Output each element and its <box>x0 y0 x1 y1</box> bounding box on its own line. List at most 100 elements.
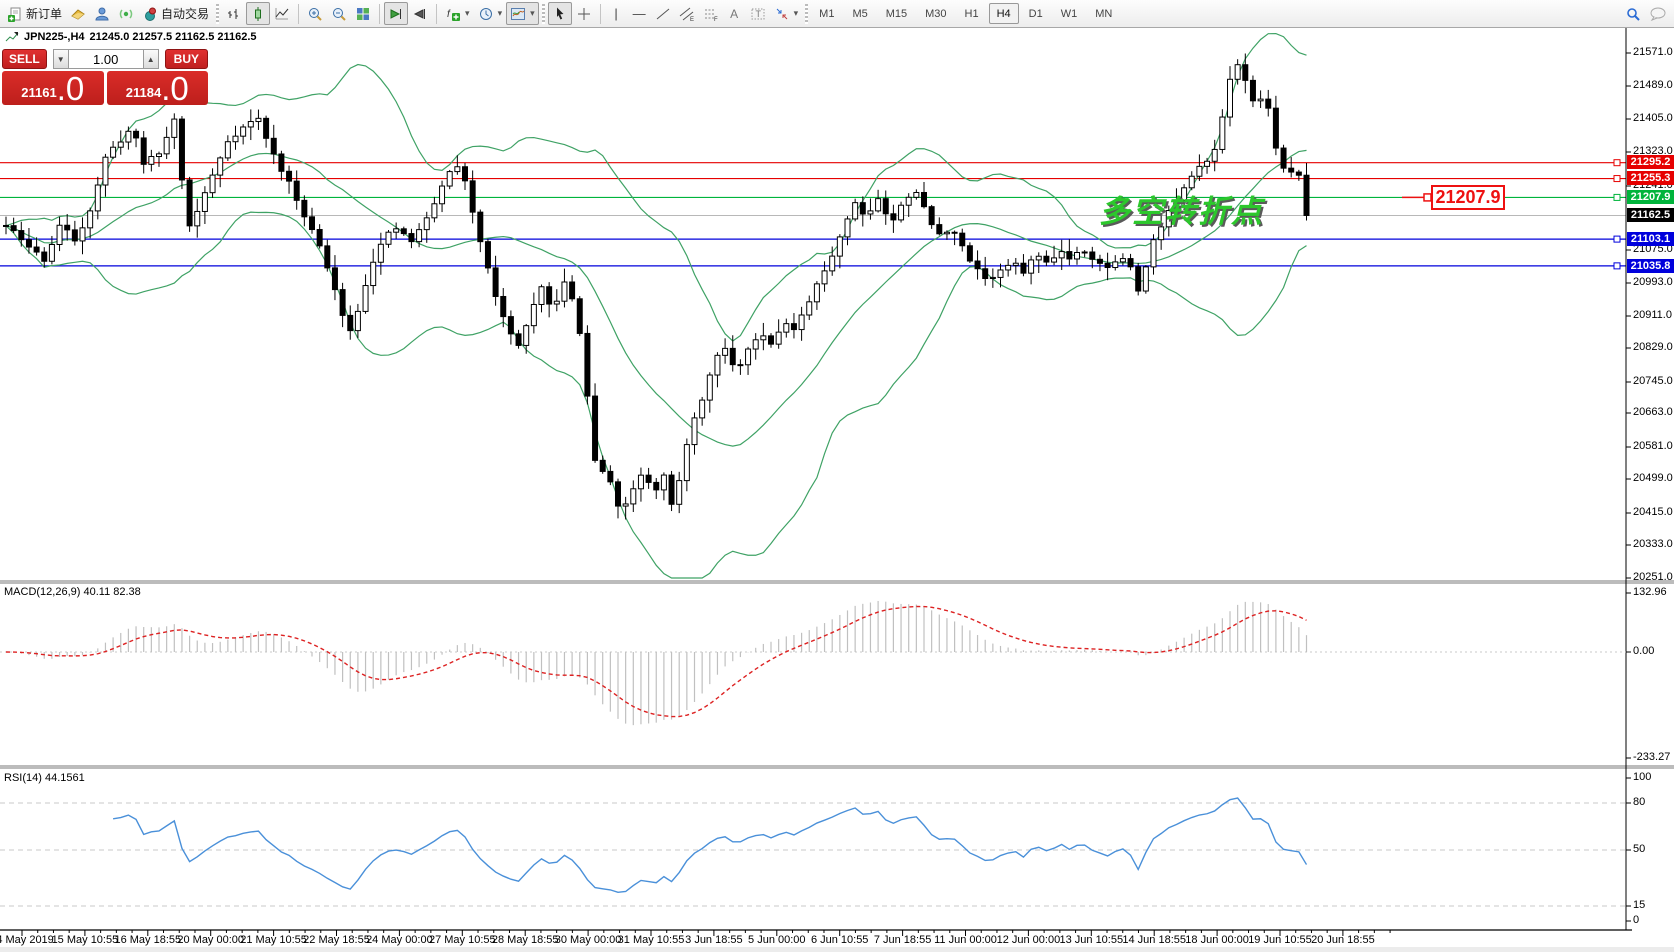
metaeditor-icon <box>71 8 85 20</box>
bar-chart-button[interactable] <box>222 2 246 25</box>
macd-axis-label: 132.96 <box>1633 586 1667 598</box>
crosshair-button[interactable] <box>572 2 596 25</box>
time-axis-label: 21 May 10:55 <box>240 934 307 946</box>
zoom-out-button[interactable] <box>327 2 351 25</box>
timeframe-h4-button[interactable]: H4 <box>988 3 1019 24</box>
svg-text:T: T <box>755 9 761 19</box>
time-axis-label: 24 May 00:00 <box>366 934 433 946</box>
text-icon: A <box>730 6 739 21</box>
chart-window-icon <box>5 32 19 42</box>
time-axis-label: 20 May 00:00 <box>177 934 245 946</box>
timeframe-m1-button[interactable]: M1 <box>811 3 842 24</box>
templates-button[interactable]: ▾ <box>506 2 539 25</box>
price-badge: 21255.3 <box>1627 171 1674 185</box>
search-button[interactable] <box>1621 2 1645 25</box>
vertical-line-button[interactable]: | <box>605 2 628 25</box>
macd-axis-label: -233.27 <box>1633 751 1671 763</box>
vertical-line-icon: | <box>614 6 618 21</box>
volume-decrease-button[interactable]: ▼ <box>52 49 69 69</box>
ohlc-values: 21245.0 21257.5 21162.5 21162.5 <box>89 31 257 43</box>
volume-input[interactable] <box>68 49 143 69</box>
chart-shift-button[interactable] <box>408 2 432 25</box>
price-axis-label: 20499.0 <box>1633 472 1673 484</box>
toolbar-grip <box>541 3 545 24</box>
tile-windows-icon <box>357 7 370 20</box>
price-badge: 21035.8 <box>1627 259 1674 273</box>
community-button[interactable] <box>90 2 114 25</box>
time-axis-label: 14 Jun 18:55 <box>1122 934 1186 946</box>
toolbar-separator <box>599 3 601 24</box>
text-button[interactable]: A <box>723 2 746 25</box>
chat-button[interactable] <box>1645 2 1671 25</box>
chart-shift-icon <box>413 8 426 19</box>
metaeditor-button[interactable] <box>66 2 90 25</box>
time-axis-label: 7 Jun 18:55 <box>873 934 932 946</box>
zoom-in-button[interactable] <box>303 2 327 25</box>
new-order-icon <box>8 7 21 22</box>
buy-price[interactable]: 21184.0 <box>106 70 208 108</box>
price-axis-label: 20333.0 <box>1633 538 1673 550</box>
bottom-strip <box>0 947 1674 952</box>
price-axis-label: 20911.0 <box>1633 309 1672 321</box>
autotrading-button[interactable]: 自动交易 <box>138 2 213 25</box>
arrows-button[interactable]: ▾ <box>770 2 803 25</box>
price-axis-label: 21489.0 <box>1633 79 1673 91</box>
dropdown-caret-icon: ▾ <box>497 8 503 18</box>
one-click-trading-panel: SELL ▼ ▲ BUY 21161.0 21184.0 <box>2 49 208 105</box>
main-toolbar: 新订单 自动交易 <box>0 0 1674 28</box>
signals-button[interactable] <box>114 2 138 25</box>
time-axis-label: 22 May 18:55 <box>303 934 370 946</box>
tile-windows-button[interactable] <box>351 2 375 25</box>
price-axis-label: 20251.0 <box>1633 571 1673 583</box>
time-axis-label: 30 May 00:00 <box>554 934 622 946</box>
text-label-button[interactable]: T <box>746 2 770 25</box>
time-axis-label: 6 Jun 10:55 <box>810 934 869 946</box>
trendline-button[interactable] <box>651 2 675 25</box>
cursor-icon <box>556 7 564 19</box>
timeframe-m5-button[interactable]: M5 <box>844 3 875 24</box>
price-callout[interactable]: 21207.9 <box>1431 185 1505 210</box>
timeframe-d1-button[interactable]: D1 <box>1021 3 1051 24</box>
candlestick-chart-button[interactable] <box>246 2 271 25</box>
timeframe-m15-button[interactable]: M15 <box>878 3 915 24</box>
horizontal-line-icon: — <box>632 6 646 21</box>
time-axis-label: 11 Jun 00:00 <box>934 934 997 946</box>
sell-price[interactable]: 21161.0 <box>2 71 104 105</box>
sell-button[interactable]: SELL <box>2 49 47 69</box>
rsi-axis-label: 50 <box>1633 843 1646 855</box>
horizontal-line-button[interactable]: — <box>628 2 651 25</box>
time-axis-label: 5 Jun 00:00 <box>748 934 806 946</box>
turning-point-annotation[interactable]: 多空转折点 <box>1099 194 1264 229</box>
zoom-in-icon <box>309 7 322 21</box>
new-order-button[interactable]: 新订单 <box>3 2 66 25</box>
timeframe-m30-button[interactable]: M30 <box>917 3 954 24</box>
periods-button[interactable]: ▾ <box>474 2 507 25</box>
price-axis-label: 21571.0 <box>1633 46 1673 58</box>
equidistant-channel-button[interactable]: E <box>675 2 699 25</box>
cursor-button[interactable] <box>547 2 572 25</box>
time-axis-label: 15 May 10:55 <box>51 934 119 946</box>
trendline-icon <box>656 8 669 19</box>
autotrading-label: 自动交易 <box>161 7 210 21</box>
volume-control: ▼ ▲ <box>52 49 159 69</box>
dropdown-caret-icon: ▾ <box>465 8 470 18</box>
buy-price-pips: .0 <box>161 70 189 108</box>
fibonacci-button[interactable]: F <box>699 2 723 25</box>
search-icon <box>1627 7 1640 21</box>
timeframe-h1-button[interactable]: H1 <box>957 3 987 24</box>
rsi-axis-label: 80 <box>1633 796 1646 808</box>
timeframe-mn-button[interactable]: MN <box>1087 3 1120 24</box>
dropdown-caret-icon: ▾ <box>530 8 535 18</box>
timeframe-w1-button[interactable]: W1 <box>1053 3 1086 24</box>
buy-button[interactable]: BUY <box>164 49 208 69</box>
toolbar-separator <box>298 3 300 24</box>
line-chart-button[interactable] <box>270 2 294 25</box>
volume-increase-button[interactable]: ▲ <box>142 49 159 69</box>
time-axis-label: 12 Jun 00:00 <box>996 934 1061 946</box>
svg-text:F: F <box>714 17 718 22</box>
indicators-button[interactable]: f ▾ <box>441 2 474 25</box>
new-order-label: 新订单 <box>26 7 63 21</box>
auto-scroll-button[interactable] <box>384 2 409 25</box>
